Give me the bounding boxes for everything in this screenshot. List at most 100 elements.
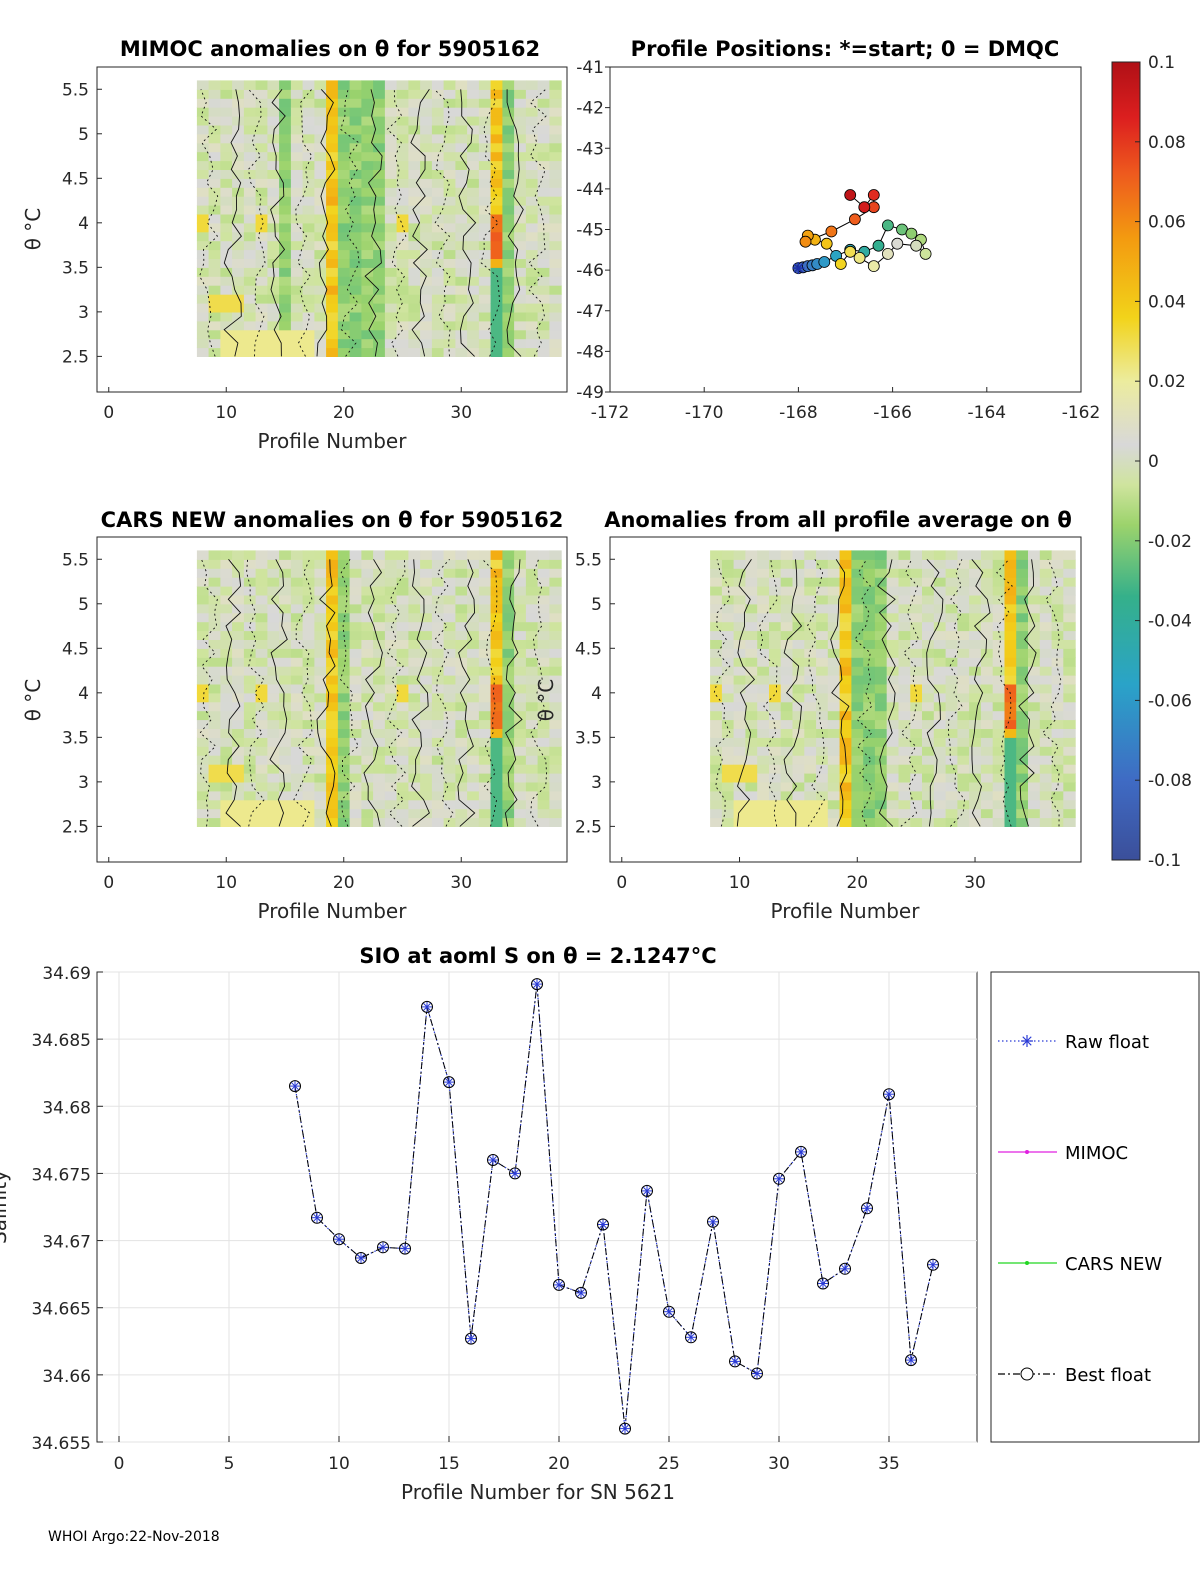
anomaly-cell (478, 294, 492, 304)
positions-xtick-label: -162 (1062, 403, 1101, 423)
anomaly-cell (863, 808, 876, 819)
anomaly-cell (267, 568, 280, 578)
anomaly-cell (745, 773, 758, 783)
anomaly-cell (302, 790, 315, 801)
anomaly-cell (1063, 586, 1076, 596)
anomaly-cell (349, 577, 362, 587)
anomaly-cell (467, 89, 480, 99)
anomaly-cell (232, 133, 245, 144)
anomaly-cell (945, 550, 958, 560)
anomaly-cell (408, 240, 421, 251)
anomaly-cell (1039, 594, 1053, 605)
anomaly-cell (1051, 612, 1064, 623)
anomaly-cell (267, 630, 280, 640)
anomaly-cell (733, 719, 746, 729)
anomaly-cell (969, 657, 982, 667)
anomaly-cell (886, 639, 900, 649)
anomaly-cell (1004, 773, 1017, 783)
anomaly-cell (255, 675, 268, 685)
anomaly-cell (326, 231, 339, 242)
anomaly-cell (279, 799, 292, 810)
anomaly-cell (549, 311, 562, 322)
anomaly-cell (267, 612, 280, 623)
anomaly-cell (502, 799, 515, 810)
anomaly-cell (255, 116, 268, 126)
contour-line (199, 559, 218, 827)
anomaly-cell (1039, 799, 1053, 810)
anomaly-cell (1004, 781, 1017, 792)
anomaly-cell (980, 621, 994, 632)
anomaly-cell (537, 773, 550, 783)
allavg-xtick-label: 0 (616, 873, 627, 893)
anomaly-cell (839, 773, 852, 783)
profile-position-point (882, 247, 894, 260)
anomaly-cell (431, 107, 445, 117)
anomaly-cell (757, 648, 770, 658)
mimoc-xtick-label: 20 (333, 403, 355, 423)
anomaly-cell (874, 550, 888, 560)
anomaly-cell (502, 639, 515, 649)
anomaly-cell (1016, 559, 1029, 569)
anomaly-cell (267, 222, 280, 233)
anomaly-cell (279, 222, 292, 233)
anomaly-cell (384, 639, 398, 649)
anomaly-cell (910, 719, 923, 729)
anomaly-cell (980, 719, 994, 729)
anomaly-cell (886, 773, 900, 783)
anomaly-cell (898, 728, 911, 738)
anomaly-cell (1039, 746, 1053, 756)
anomaly-cell (232, 258, 245, 268)
anomaly-cell (384, 728, 398, 738)
anomaly-cell (478, 338, 492, 349)
anomaly-cell (721, 799, 735, 810)
anomaly-cell (733, 710, 746, 721)
anomaly-cell (337, 196, 351, 206)
anomaly-cell (290, 169, 304, 179)
anomaly-cell (396, 710, 409, 721)
raw-float-point (731, 1357, 739, 1366)
anomaly-cell (337, 799, 351, 810)
allavg-ytick-label: 2.5 (575, 817, 602, 837)
anomaly-cell (373, 80, 386, 90)
anomaly-cell (957, 781, 970, 792)
colorbar-ticks: 0.10.080.060.040.020-0.02-0.04-0.06-0.08… (1135, 53, 1192, 871)
anomaly-cell (326, 790, 339, 801)
anomaly-cell (467, 205, 480, 215)
anomaly-cell (525, 303, 539, 313)
anomaly-cell (1016, 621, 1029, 632)
anomaly-cell (537, 124, 550, 135)
anomaly-cell (490, 80, 503, 90)
anomaly-cell (478, 133, 492, 144)
anomaly-cell (196, 187, 210, 197)
anomaly-cell (373, 196, 386, 206)
anomaly-cell (455, 133, 468, 144)
best-float-point (399, 1242, 411, 1255)
best-float-point (795, 1145, 807, 1158)
anomaly-cell (910, 621, 923, 632)
anomaly-cell (443, 781, 456, 792)
anomaly-cell (478, 196, 492, 206)
anomaly-cell (384, 755, 398, 765)
anomaly-cell (279, 594, 292, 605)
anomaly-cell (455, 249, 468, 259)
anomaly-cell (243, 639, 257, 649)
anomaly-cell (886, 808, 900, 819)
anomaly-cell (980, 755, 994, 765)
anomaly-cell (863, 781, 876, 792)
anomaly-cell (314, 258, 327, 268)
anomaly-cell (455, 151, 468, 162)
anomaly-cell (1039, 577, 1053, 587)
anomaly-cell (208, 303, 221, 313)
anomaly-cell (220, 240, 233, 251)
anomaly-cell (326, 98, 339, 108)
anomaly-cell (525, 231, 539, 242)
anomaly-cell (478, 311, 492, 322)
positions-y-ticks: -41-42-43-44-45-46-47-48-49 (576, 58, 610, 403)
anomaly-cell (384, 603, 398, 614)
anomaly-cell (396, 755, 409, 765)
anomaly-cell (443, 683, 456, 694)
anomaly-cell (922, 586, 935, 596)
anomaly-cell (373, 577, 386, 587)
anomaly-cell (196, 817, 210, 827)
anomaly-cell (490, 107, 503, 117)
